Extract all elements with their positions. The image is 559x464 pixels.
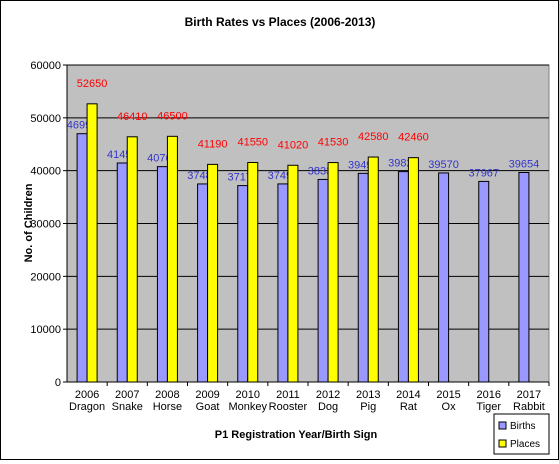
data-label-places: 42460 <box>398 132 429 144</box>
x-tick-label-year: 2015 <box>436 389 460 401</box>
y-tick-label: 0 <box>55 377 61 389</box>
x-tick-label-year: 2006 <box>75 389 99 401</box>
x-tick-label-year: 2013 <box>356 389 380 401</box>
data-label-births: 37967 <box>468 167 499 179</box>
x-axis-label: P1 Registration Year/Birth Sign <box>215 429 378 441</box>
bar-births <box>76 133 88 383</box>
x-tick-label-year: 2008 <box>155 389 179 401</box>
bar-births <box>277 183 289 383</box>
x-tick-label-sign: Ox <box>442 401 457 413</box>
bar-places <box>247 161 259 383</box>
data-label-places: 52650 <box>77 78 108 90</box>
bar-births <box>357 172 369 383</box>
bar-places <box>407 157 419 383</box>
x-tick-label-sign: Snake <box>112 401 143 413</box>
x-tick-label-year: 2010 <box>236 389 260 401</box>
legend-label-places: Places <box>510 439 540 450</box>
data-label-places: 46410 <box>117 111 148 123</box>
x-tick-label-sign: Dog <box>318 401 338 413</box>
x-tick-label-sign: Pig <box>360 401 376 413</box>
x-tick-label-year: 2012 <box>316 389 340 401</box>
data-label-places: 42580 <box>358 131 389 143</box>
y-tick-label: 60000 <box>30 60 61 72</box>
data-label-places: 41020 <box>278 139 309 151</box>
bar-places <box>327 162 339 383</box>
x-tick-label-sign: Rabbit <box>513 401 545 413</box>
x-tick-label-sign: Monkey <box>228 401 267 413</box>
x-tick-label-year: 2014 <box>396 389 420 401</box>
y-axis-label: No. of Children <box>23 183 35 262</box>
plot-area: 0 10000 20000 30000 40000 50000 60000 2006Drago… <box>30 60 550 413</box>
y-tick-label: 40000 <box>30 166 61 178</box>
bar-births <box>237 185 249 383</box>
legend-label-births: Births <box>510 421 536 432</box>
x-tick-label-sign: Rooster <box>269 401 308 413</box>
x-tick-label-sign: Dragon <box>69 401 105 413</box>
data-label-places: 41550 <box>237 136 268 148</box>
bar-births <box>397 171 409 383</box>
x-tick-label-year: 2009 <box>195 389 219 401</box>
bar-places <box>166 135 178 383</box>
data-label-places: 41530 <box>318 137 349 149</box>
data-label-places: 46500 <box>157 110 188 122</box>
x-tick-label-year: 2016 <box>477 389 501 401</box>
bar-births <box>116 162 128 383</box>
data-label-places: 41190 <box>198 138 228 150</box>
x-tick-label-sign: Rat <box>400 401 417 413</box>
x-tick-label-year: 2007 <box>115 389 139 401</box>
bar-places <box>207 163 219 383</box>
y-tick-label: 10000 <box>30 324 61 336</box>
bar-places <box>367 156 379 383</box>
data-label-births: 39570 <box>428 159 459 171</box>
bar-places <box>86 103 98 383</box>
x-tick-label-year: 2017 <box>517 389 541 401</box>
legend-box <box>493 413 550 455</box>
bar-places <box>287 164 299 383</box>
bar-births <box>317 178 329 383</box>
bar-births <box>438 172 450 383</box>
legend-swatch-births <box>498 421 507 430</box>
bar-births <box>478 180 490 383</box>
data-label-births: 39654 <box>509 158 540 170</box>
legend-swatch-places <box>498 439 507 448</box>
bar-births <box>156 166 168 383</box>
legend: Births Places <box>493 413 550 455</box>
x-tick-label-sign: Goat <box>196 401 220 413</box>
bar-places <box>126 136 138 383</box>
x-tick-label-sign: Horse <box>153 401 182 413</box>
bar-births <box>518 171 530 383</box>
y-tick-label: 50000 <box>30 113 61 125</box>
x-tick-label-sign: Tiger <box>476 401 501 413</box>
x-tick-label-year: 2011 <box>276 389 300 401</box>
bar-births <box>197 183 209 383</box>
chart-title: Birth Rates vs Places (2006-2013) <box>185 15 376 29</box>
y-tick-label: 30000 <box>30 219 61 231</box>
y-tick-label: 20000 <box>30 271 61 283</box>
